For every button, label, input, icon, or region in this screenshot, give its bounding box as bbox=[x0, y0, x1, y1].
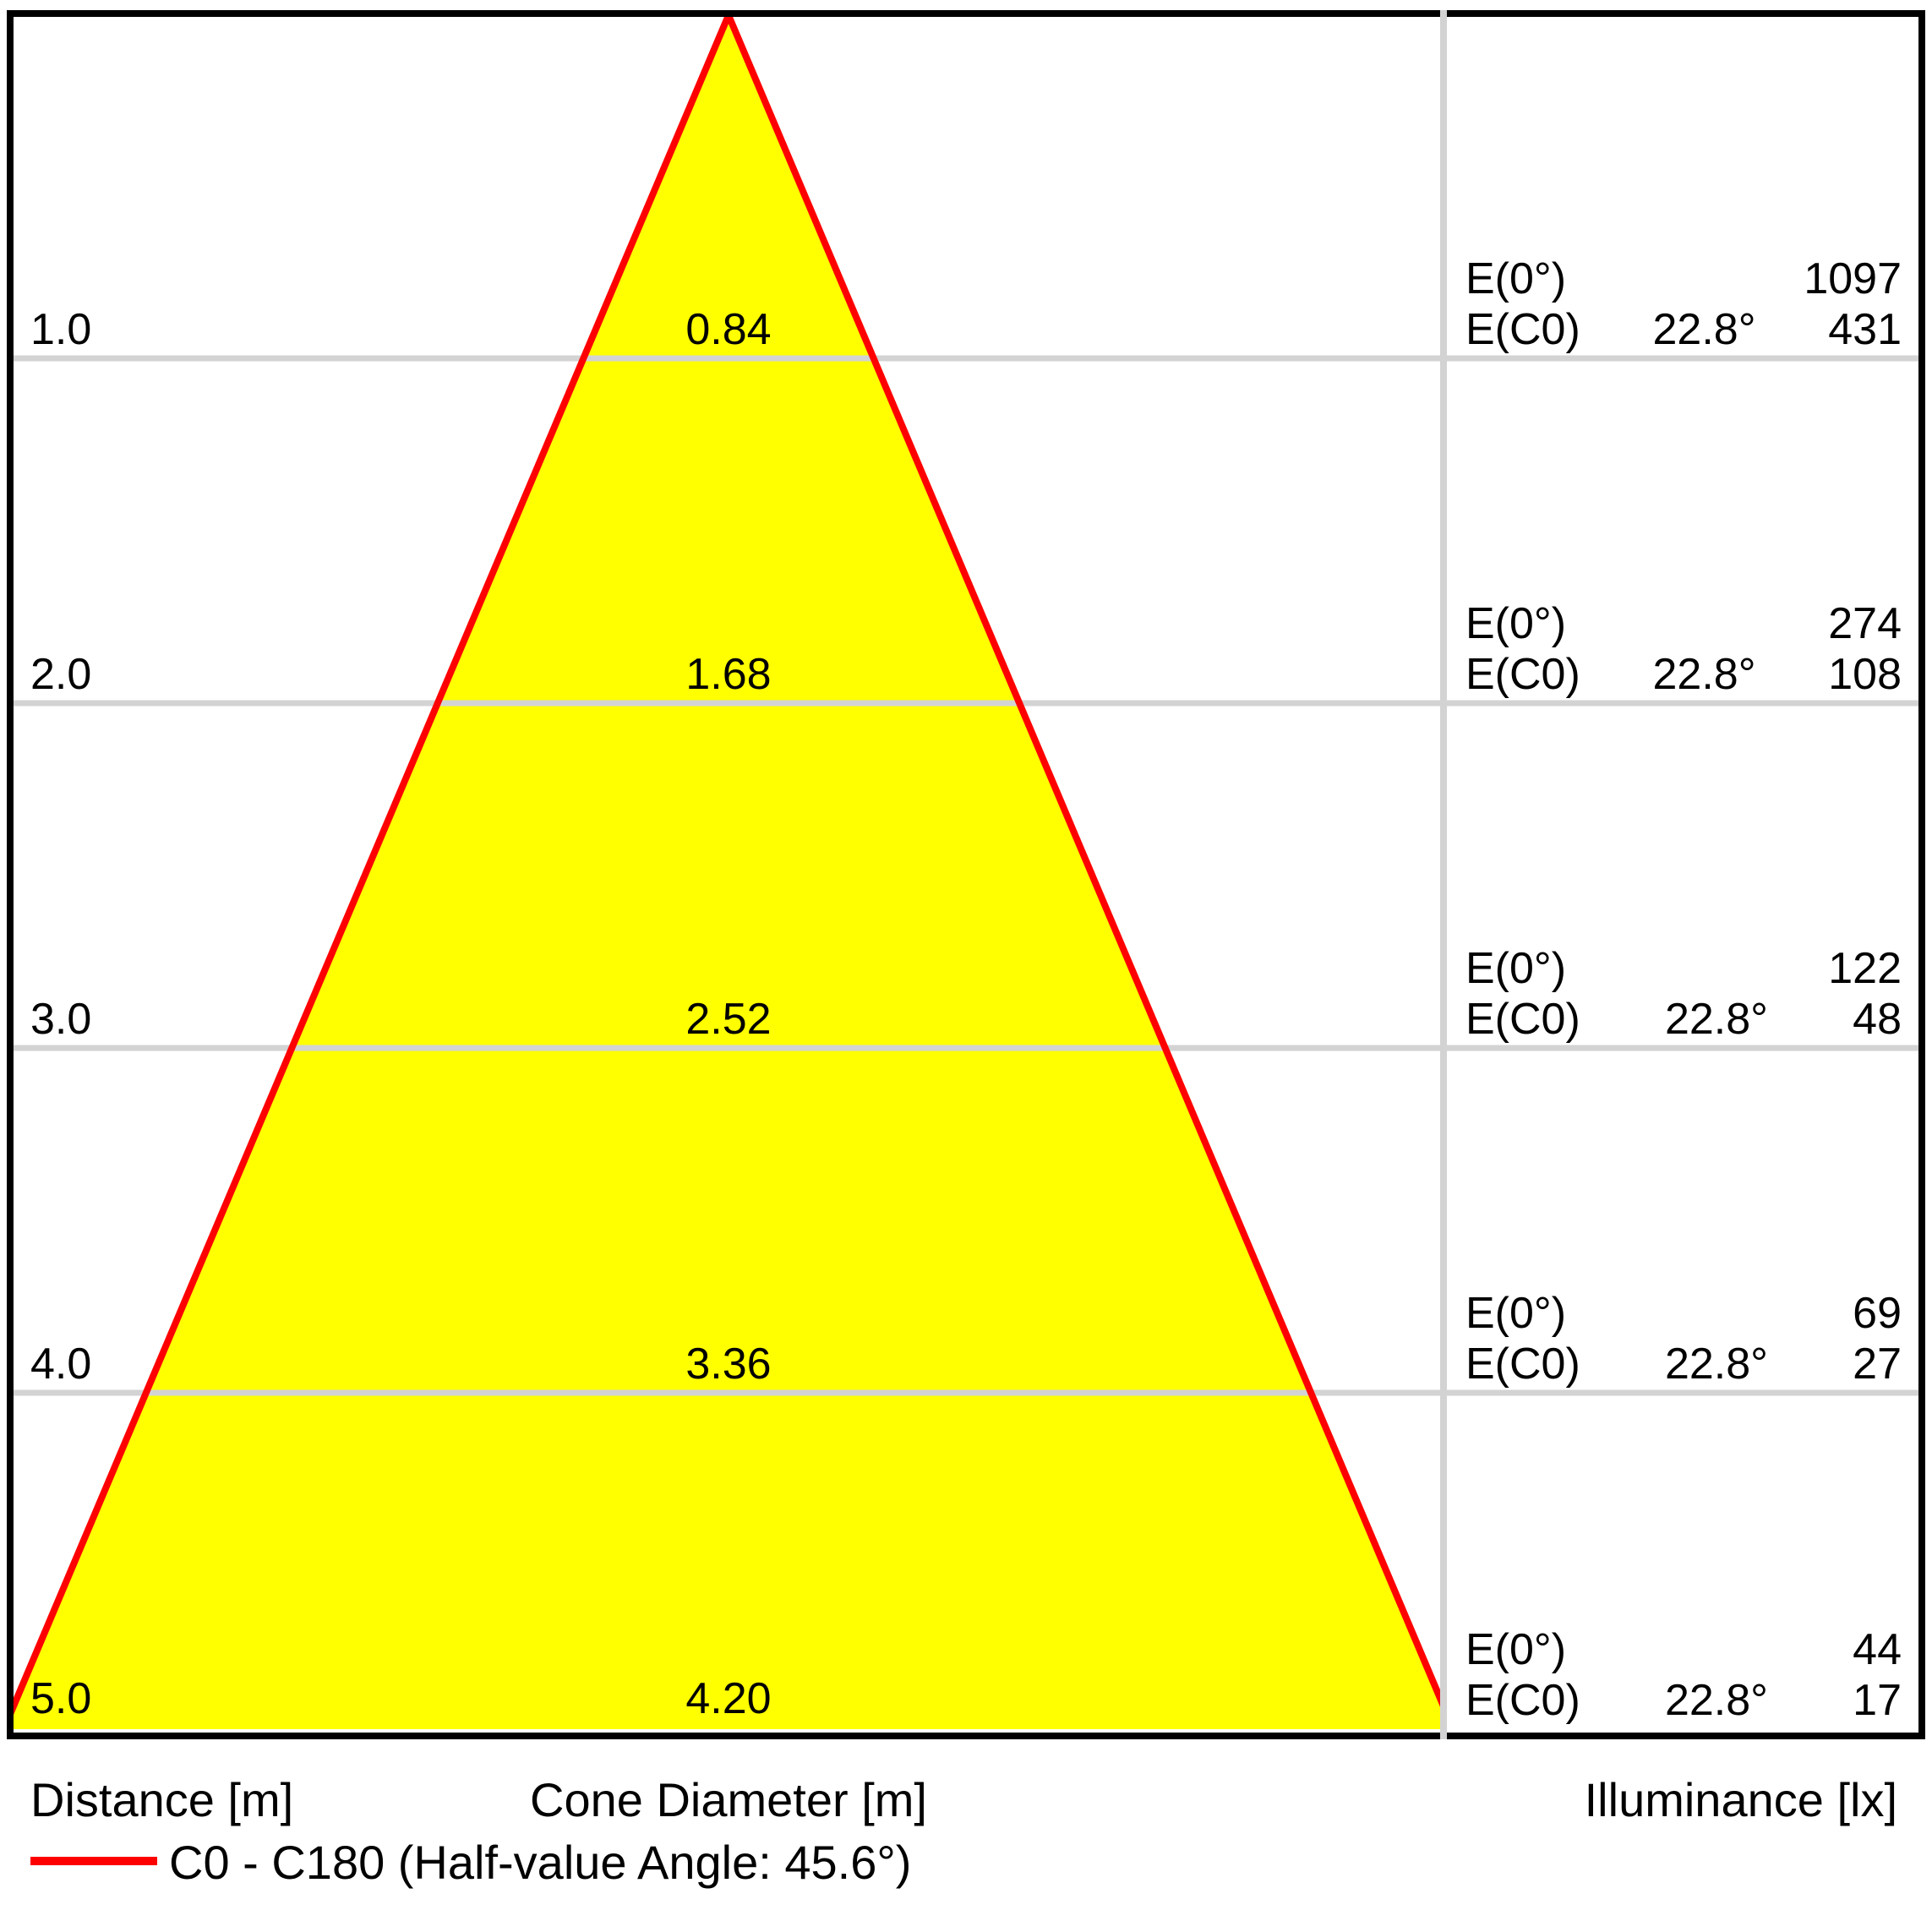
e0-line: E(0°) 122 bbox=[1465, 943, 1902, 994]
e0-value: 1097 bbox=[1804, 254, 1902, 303]
ec0-angle: 22.8° bbox=[1652, 650, 1756, 699]
ec0-angle: 22.8° bbox=[1652, 305, 1756, 354]
e0-label: E(0°) bbox=[1465, 1289, 1567, 1338]
chart-frame bbox=[7, 10, 1925, 1739]
e0-line: E(0°) 274 bbox=[1465, 598, 1902, 649]
e0-label: E(0°) bbox=[1465, 254, 1567, 303]
ec0-label: E(C0) bbox=[1465, 650, 1580, 699]
legend-label: C0 - C180 (Half-value Angle: 45.6°) bbox=[169, 1836, 912, 1889]
e0-value: 274 bbox=[1828, 599, 1902, 648]
ec0-label: E(C0) bbox=[1465, 1676, 1580, 1725]
beam-outline-c0-c180 bbox=[14, 14, 1440, 1716]
distance-label-5m: 5.0 bbox=[30, 1674, 92, 1723]
distance-label-1m: 1.0 bbox=[30, 305, 92, 354]
ec0-line: E(C0) 22.8° 431 bbox=[1465, 304, 1902, 355]
e0-label: E(0°) bbox=[1465, 599, 1567, 648]
cone-diameter-axis-label: Cone Diameter [m] bbox=[530, 1773, 927, 1826]
ec0-value: 48 bbox=[1853, 995, 1902, 1044]
illuminance-row-2m: E(0°) 274 E(C0) 22.8° 108 bbox=[1465, 598, 1902, 700]
cone-diameter-1m: 0.84 bbox=[685, 305, 772, 354]
ec0-value: 431 bbox=[1828, 305, 1902, 354]
e0-label: E(0°) bbox=[1465, 944, 1567, 993]
ec0-line: E(C0) 22.8° 27 bbox=[1465, 1339, 1902, 1389]
ec0-value: 108 bbox=[1828, 650, 1902, 699]
ec0-angle: 22.8° bbox=[1664, 995, 1768, 1044]
illuminance-row-5m: E(0°) 44 E(C0) 22.8° 17 bbox=[1465, 1624, 1902, 1726]
cone-diameter-5m: 4.20 bbox=[685, 1674, 772, 1723]
distance-axis-label: Distance [m] bbox=[30, 1773, 294, 1826]
ec0-label: E(C0) bbox=[1465, 305, 1580, 354]
illuminance-axis-label: Illuminance [lx] bbox=[1584, 1773, 1897, 1826]
cone-diameter-3m: 2.52 bbox=[685, 995, 772, 1044]
illuminance-row-1m: E(0°) 1097 E(C0) 22.8° 431 bbox=[1465, 254, 1902, 355]
ec0-angle: 22.8° bbox=[1664, 1340, 1768, 1389]
ec0-line: E(C0) 22.8° 108 bbox=[1465, 649, 1902, 700]
distance-label-3m: 3.0 bbox=[30, 995, 92, 1044]
e0-line: E(0°) 69 bbox=[1465, 1288, 1902, 1339]
cone-diameter-2m: 1.68 bbox=[685, 650, 772, 699]
illuminance-row-3m: E(0°) 122 E(C0) 22.8° 48 bbox=[1465, 943, 1902, 1045]
ec0-label: E(C0) bbox=[1465, 995, 1580, 1044]
cone-diameter-4m: 3.36 bbox=[685, 1340, 772, 1389]
e0-label: E(0°) bbox=[1465, 1625, 1567, 1674]
legend-line-swatch bbox=[30, 1857, 157, 1865]
e0-line: E(0°) 44 bbox=[1465, 1624, 1902, 1675]
e0-line: E(0°) 1097 bbox=[1465, 254, 1902, 304]
ec0-value: 27 bbox=[1853, 1340, 1902, 1389]
light-cone-fill bbox=[14, 15, 1440, 1729]
ec0-label: E(C0) bbox=[1465, 1340, 1580, 1389]
ec0-value: 17 bbox=[1853, 1676, 1902, 1725]
distance-label-2m: 2.0 bbox=[30, 650, 92, 699]
ec0-line: E(C0) 22.8° 17 bbox=[1465, 1675, 1902, 1726]
illuminance-row-4m: E(0°) 69 E(C0) 22.8° 27 bbox=[1465, 1288, 1902, 1389]
e0-value: 122 bbox=[1828, 944, 1902, 993]
ec0-line: E(C0) 22.8° 48 bbox=[1465, 994, 1902, 1045]
e0-value: 69 bbox=[1853, 1289, 1902, 1338]
e0-value: 44 bbox=[1853, 1625, 1902, 1674]
distance-label-4m: 4.0 bbox=[30, 1340, 92, 1389]
ec0-angle: 22.8° bbox=[1664, 1676, 1768, 1725]
